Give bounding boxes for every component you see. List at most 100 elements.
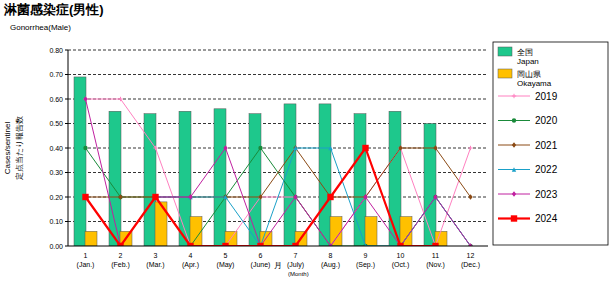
text-line: (July) — [287, 261, 304, 269]
line — [86, 148, 436, 246]
bar — [330, 217, 342, 246]
legend-label: 全国Japan — [517, 48, 539, 66]
text-line: 2 — [119, 252, 123, 259]
x-tick-label: 10(Oct.) — [392, 252, 410, 269]
legend-label: 2023 — [535, 189, 558, 200]
text-line: 10 — [397, 252, 405, 259]
line — [86, 148, 471, 197]
marker — [258, 194, 262, 199]
marker — [433, 145, 437, 150]
legend-box — [493, 42, 608, 245]
marker — [293, 146, 297, 150]
x-tick-label: 3 (Mar.) — [146, 252, 164, 269]
text-line: 3 — [154, 252, 158, 259]
y-tick-label: 0.80 — [49, 47, 63, 54]
bar — [155, 202, 167, 246]
y-tick-label: 0.70 — [49, 71, 63, 78]
text-line: (Aug.) — [321, 261, 340, 269]
legend-marker — [512, 94, 516, 98]
title: 淋菌感染症(男性) — [3, 2, 104, 17]
x-tick-label: 4 (Apr.) — [182, 252, 199, 269]
marker — [188, 194, 192, 199]
bar — [400, 217, 412, 246]
legend-label: 2019 — [535, 91, 558, 102]
line — [86, 148, 471, 246]
marker — [118, 195, 122, 199]
y-tick-label: 0.60 — [49, 96, 63, 103]
marker — [153, 194, 157, 199]
marks — [74, 77, 473, 246]
text-line: (Nov.) — [426, 261, 445, 269]
x-tick-label: 2(Feb.) — [111, 252, 130, 269]
text-line: 岡山県 — [517, 70, 541, 79]
legend-marker — [512, 191, 516, 196]
text-line: 月 — [274, 261, 282, 270]
text-line: 7 — [294, 252, 298, 259]
legend: 全国Japan岡山県Okayama20192020202120222023202… — [493, 42, 608, 245]
bar — [319, 104, 331, 246]
marker — [468, 194, 472, 199]
marker — [152, 194, 158, 200]
marker — [293, 194, 297, 199]
marker — [468, 146, 472, 150]
marker — [153, 195, 157, 199]
bar — [144, 114, 156, 246]
x-axis-label: 月(Month) — [274, 261, 309, 277]
text-line: 8 — [329, 252, 333, 259]
marker — [153, 146, 157, 150]
marker — [327, 194, 333, 200]
marker — [118, 97, 122, 101]
x-axis — [68, 246, 488, 247]
marker — [362, 145, 368, 151]
legend-label: 2020 — [535, 115, 558, 126]
text-line: (May) — [217, 261, 235, 269]
y-tick-label: 0.10 — [49, 218, 63, 225]
marker — [363, 194, 367, 199]
chart: 淋菌感染症(男性)Gonorrhea(Male)Cases/sentinel定点… — [0, 0, 614, 283]
x-tick-label: 7 (July) — [287, 252, 304, 269]
y-axis-label: Cases/sentinel — [3, 122, 12, 175]
marker — [398, 145, 402, 150]
marker — [328, 194, 332, 199]
legend-label: 岡山県Okayama — [517, 70, 552, 88]
x-tick-label: 1 (Jan.) — [77, 252, 95, 269]
plot-area — [68, 50, 488, 246]
text-line: (Sep.) — [356, 261, 375, 269]
text-line: (Jan.) — [77, 261, 95, 269]
line — [86, 99, 471, 246]
y-tick-label: 0.40 — [49, 145, 63, 152]
bar — [109, 111, 121, 246]
bar — [214, 109, 226, 246]
text-line: 6 — [259, 252, 263, 259]
legend-label: 2022 — [535, 164, 558, 175]
text-line: 1 — [84, 252, 88, 259]
text-line: 4 — [189, 252, 193, 259]
text-line: 5 — [224, 252, 228, 259]
marker — [83, 97, 87, 101]
y-axis-label: 定点当たり報告数 — [15, 116, 24, 180]
text-line: 12 — [467, 252, 475, 259]
x-tick-label: 12 (Dec.) — [461, 252, 480, 269]
marker — [433, 194, 437, 199]
line — [86, 99, 471, 246]
marker — [118, 194, 122, 199]
text-line: (Dec.) — [461, 261, 480, 269]
marker — [83, 96, 87, 101]
text-line: Japan — [517, 57, 539, 66]
x-tick-label: 6(June) — [251, 252, 271, 269]
background — [0, 0, 614, 283]
legend-swatch — [498, 47, 512, 56]
text-line: 11 — [432, 252, 439, 259]
y-tick-label: 0.00 — [49, 243, 63, 250]
legend-marker — [512, 167, 516, 171]
text-line: (Apr.) — [182, 261, 199, 269]
marker — [328, 146, 332, 150]
text-line: (Mar.) — [146, 261, 164, 269]
x-tick-label: 11 (Nov.) — [426, 252, 445, 269]
text-line: 9 — [364, 252, 368, 259]
legend-label: 2021 — [535, 140, 558, 151]
marker — [223, 195, 227, 199]
legend-marker — [512, 142, 516, 147]
marker — [153, 195, 157, 199]
bar — [424, 124, 436, 247]
